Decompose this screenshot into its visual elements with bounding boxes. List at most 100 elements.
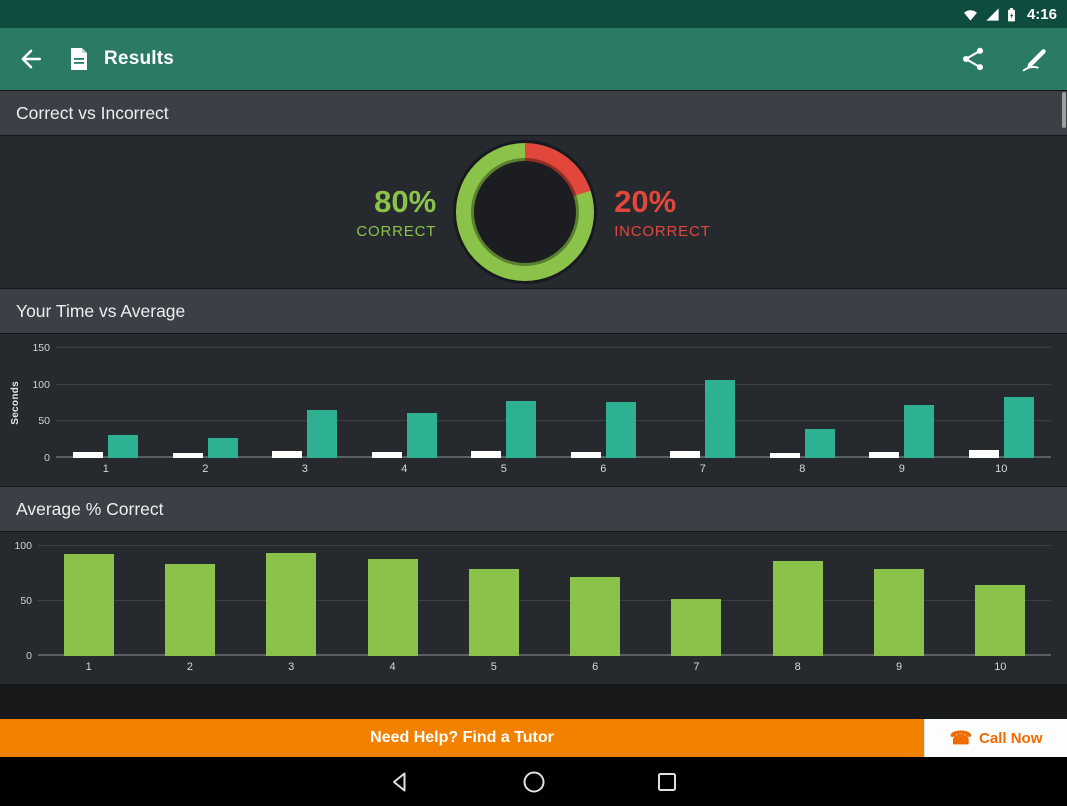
bar-group: 1 — [63, 546, 114, 673]
phone-icon: ☎ — [949, 728, 973, 748]
x-tick-label: 4 — [389, 661, 396, 673]
gridline — [38, 545, 1051, 546]
bar-average-correct — [570, 576, 621, 656]
plot-area: 1 2 3 4 5 6 7 8 9 10 — [56, 347, 1051, 475]
bars — [73, 348, 139, 458]
bar-average-correct — [468, 569, 519, 656]
y-axis-title-container: Seconds — [6, 348, 24, 458]
bar-group: 2 — [164, 546, 215, 673]
bars — [570, 546, 621, 656]
average-correct-chart: 0 50 100 1 2 3 4 5 6 7 8 9 10 — [0, 532, 1067, 684]
bar-group: 5 — [468, 546, 519, 673]
bar-group: 4 — [367, 546, 418, 673]
x-tick-label: 5 — [490, 661, 497, 673]
section-title: Your Time vs Average — [16, 300, 186, 321]
bar-average — [108, 434, 139, 458]
bar-group: 8 — [772, 546, 823, 673]
bar-groups: 1 2 3 4 5 6 7 8 9 10 — [38, 546, 1051, 673]
bar-your-time — [968, 449, 999, 458]
bar-your-time — [73, 452, 104, 458]
bar-group: 5 — [471, 348, 537, 475]
y-tick-label: 100 — [14, 540, 32, 552]
bar-your-time — [869, 452, 900, 458]
nav-home-icon[interactable] — [522, 770, 546, 794]
bar-average-correct — [63, 553, 114, 656]
bar-average-correct — [874, 569, 925, 656]
bar-average — [207, 438, 238, 458]
bar-average — [904, 405, 935, 458]
bar-average-correct — [367, 559, 418, 656]
incorrect-label: INCORRECT — [614, 223, 711, 241]
nav-recents-icon[interactable] — [655, 770, 679, 794]
nav-back-icon[interactable] — [389, 770, 413, 794]
bars — [772, 546, 823, 656]
x-tick-label: 10 — [994, 661, 1007, 673]
gridline — [38, 600, 1051, 601]
bar-group: 8 — [769, 348, 835, 475]
back-arrow-icon[interactable] — [18, 46, 44, 72]
content-gap — [0, 684, 1067, 719]
gridlines-layer — [38, 545, 1051, 656]
correct-stat: 80% CORRECT — [356, 184, 436, 241]
y-axis-title: Seconds — [9, 381, 21, 425]
gridline — [56, 347, 1051, 348]
bar-group: 7 — [670, 348, 736, 475]
gridlines-layer — [56, 347, 1051, 458]
bars — [172, 348, 238, 458]
bar-average — [506, 400, 537, 458]
bar-group: 1 — [73, 348, 139, 475]
battery-icon — [1008, 7, 1015, 21]
document-icon — [71, 48, 87, 70]
call-now-button[interactable]: ☎ Call Now — [924, 719, 1067, 757]
x-axis-baseline — [38, 654, 1051, 656]
donut-hole — [474, 161, 577, 263]
bar-group: 3 — [266, 546, 317, 673]
bars — [874, 546, 925, 656]
bar-your-time — [670, 451, 701, 458]
status-bar: 4:16 — [0, 0, 1067, 28]
section-header-average-correct: Average % Correct — [0, 486, 1067, 532]
bar-group: 3 — [272, 348, 338, 475]
bar-your-time — [570, 452, 601, 458]
bar-average-correct — [266, 552, 317, 656]
scrollbar[interactable] — [1062, 92, 1066, 128]
bars — [164, 546, 215, 656]
bar-average — [307, 409, 338, 458]
x-tick-label: 5 — [500, 463, 507, 475]
wifi-icon — [963, 9, 977, 21]
x-tick-label: 3 — [301, 463, 308, 475]
plot-area: 1 2 3 4 5 6 7 8 9 10 — [38, 545, 1051, 673]
y-axis: 0 50 100 150 — [24, 342, 56, 464]
x-tick-label: 7 — [699, 463, 706, 475]
incorrect-stat: 20% INCORRECT — [614, 184, 710, 241]
x-tick-label: 8 — [794, 661, 801, 673]
clock-time: 4:16 — [1026, 5, 1057, 23]
bar-average — [705, 379, 736, 458]
correct-incorrect-panel: 80% CORRECT 20% INCORRECT — [0, 136, 1067, 288]
share-icon[interactable] — [959, 45, 987, 73]
bar-group: 10 — [968, 348, 1034, 475]
bars — [869, 348, 935, 458]
bar-group: 9 — [869, 348, 935, 475]
correct-label: CORRECT — [356, 223, 437, 241]
bars — [272, 348, 338, 458]
gridline — [56, 420, 1051, 422]
find-tutor-button[interactable]: Need Help? Find a Tutor — [0, 719, 924, 757]
bar-average-correct — [164, 563, 215, 656]
section-header-time-vs-average: Your Time vs Average — [0, 288, 1067, 334]
y-tick-label: 0 — [26, 650, 32, 662]
bar-average — [605, 401, 636, 458]
pen-icon[interactable] — [1021, 45, 1049, 73]
x-tick-label: 2 — [202, 463, 209, 475]
android-nav-bar — [0, 757, 1067, 806]
bar-average — [1003, 397, 1034, 458]
y-tick-label: 150 — [32, 342, 50, 354]
time-vs-average-chart: Seconds 0 50 100 150 1 2 3 4 5 6 7 8 9 10 — [0, 334, 1067, 486]
x-tick-label: 10 — [995, 463, 1008, 475]
x-tick-label: 8 — [799, 463, 806, 475]
x-tick-label: 9 — [895, 661, 903, 673]
correct-percentage: 80% — [374, 183, 437, 219]
bar-your-time — [471, 451, 502, 458]
x-tick-label: 7 — [693, 661, 700, 673]
bar-your-time — [172, 452, 203, 458]
